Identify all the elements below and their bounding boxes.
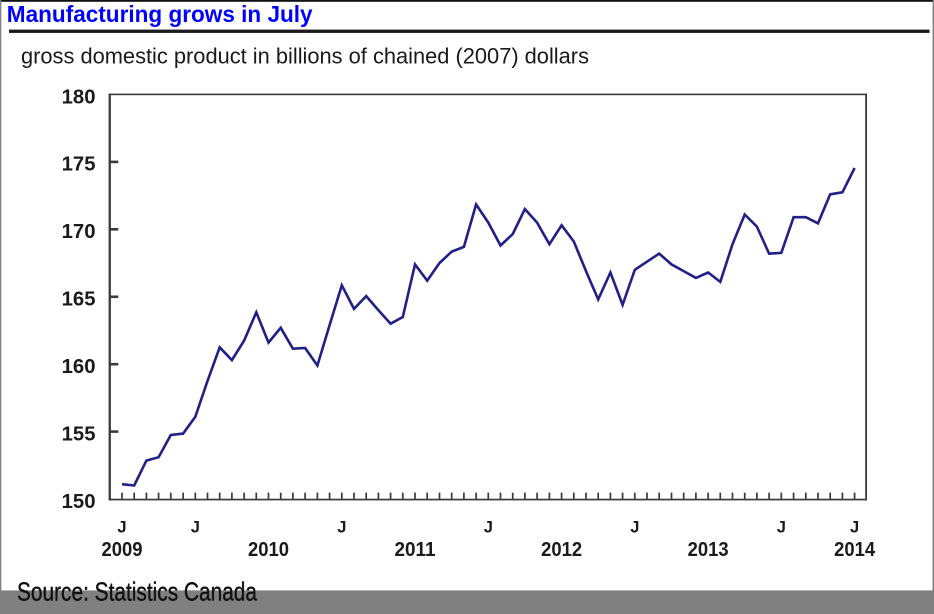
svg-text:J: J [337, 518, 346, 536]
svg-text:155: 155 [62, 423, 96, 445]
svg-text:J: J [484, 518, 493, 536]
svg-text:J: J [117, 518, 126, 536]
svg-text:2013: 2013 [688, 539, 729, 561]
svg-text:gross domestic product in bill: gross domestic product in billions of ch… [21, 44, 589, 69]
svg-text:J: J [630, 518, 639, 536]
svg-text:2014: 2014 [834, 539, 876, 561]
svg-text:165: 165 [62, 289, 96, 311]
svg-text:2009: 2009 [102, 539, 143, 561]
svg-text:J: J [191, 518, 200, 536]
svg-text:175: 175 [62, 154, 96, 176]
svg-text:J: J [850, 518, 859, 536]
svg-text:2010: 2010 [248, 539, 289, 561]
svg-text:170: 170 [62, 221, 96, 243]
svg-text:Manufacturing grows in July: Manufacturing grows in July [7, 1, 313, 27]
svg-text:160: 160 [62, 356, 96, 378]
svg-text:2012: 2012 [541, 539, 582, 561]
svg-text:J: J [777, 518, 786, 536]
svg-text:Source: Statistics Canada: Source: Statistics Canada [17, 577, 257, 607]
svg-text:2011: 2011 [395, 539, 436, 561]
svg-text:180: 180 [62, 86, 96, 108]
svg-text:150: 150 [62, 491, 96, 513]
